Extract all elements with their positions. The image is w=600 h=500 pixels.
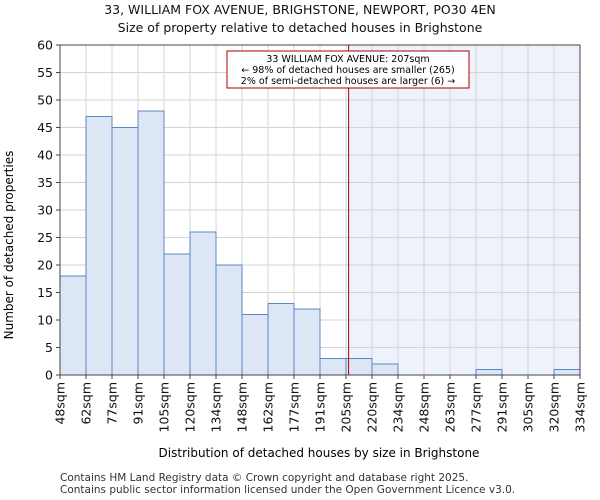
y-tick-label: 10 <box>37 313 53 328</box>
x-tick-label: 263sqm <box>443 382 458 432</box>
bar <box>163 253 191 376</box>
bar <box>215 264 243 376</box>
x-tick-label: 62sqm <box>79 382 94 425</box>
x-tick-label: 305sqm <box>521 382 536 432</box>
annotation-line-2: ← 98% of detached houses are smaller (26… <box>241 65 454 76</box>
bar <box>241 314 269 376</box>
bar <box>345 358 373 376</box>
y-tick-label: 20 <box>37 258 53 273</box>
x-tick-label: 234sqm <box>391 382 406 432</box>
y-tick-label: 0 <box>45 368 53 383</box>
x-tick-label: 220sqm <box>365 382 380 432</box>
y-tick-label: 60 <box>37 38 53 53</box>
x-tick-label: 277sqm <box>469 382 484 432</box>
bar <box>85 116 113 376</box>
x-tick-label: 320sqm <box>547 382 562 432</box>
x-tick-label: 248sqm <box>417 382 432 432</box>
x-tick-label: 120sqm <box>183 382 198 432</box>
x-tick-label: 48sqm <box>53 382 68 425</box>
y-axis-label: Number of detached properties <box>2 151 16 340</box>
annotation-line-3: 2% of semi-detached houses are larger (6… <box>241 76 455 87</box>
x-tick-label: 91sqm <box>131 382 146 425</box>
x-tick-label: 191sqm <box>313 382 328 432</box>
y-tick-label: 55 <box>37 65 53 80</box>
chart-title: 33, WILLIAM FOX AVENUE, BRIGHSTONE, NEWP… <box>104 2 496 17</box>
bar <box>371 363 399 376</box>
x-tick-label: 105sqm <box>157 382 172 432</box>
chart-subtitle: Size of property relative to detached ho… <box>117 20 483 35</box>
y-tick-label: 5 <box>45 340 53 355</box>
x-tick-label: 162sqm <box>261 382 276 432</box>
bar <box>137 110 165 376</box>
y-tick-labels: 0 5 10 15 20 25 30 35 40 45 50 55 60 <box>37 38 60 383</box>
bars <box>59 110 581 376</box>
footer-line-1: Contains HM Land Registry data © Crown c… <box>60 472 469 484</box>
bar <box>553 369 581 376</box>
x-tick-label: 134sqm <box>209 382 224 432</box>
x-tick-label: 334sqm <box>573 382 588 432</box>
bar <box>319 358 347 376</box>
histogram-chart: 0 5 10 15 20 25 30 35 40 45 50 55 60 48sqm 62sqm 77sqm… <box>2 38 588 461</box>
bar <box>293 308 321 376</box>
bar <box>111 127 139 376</box>
annotation-box: 33 WILLIAM FOX AVENUE: 207sqm ← 98% of d… <box>226 50 470 89</box>
x-tick-label: 291sqm <box>495 382 510 432</box>
x-tick-label: 177sqm <box>287 382 302 432</box>
y-tick-label: 45 <box>37 120 53 135</box>
bar <box>59 275 87 376</box>
x-axis-label: Distribution of detached houses by size … <box>159 446 480 460</box>
y-tick-label: 30 <box>37 203 53 218</box>
x-tick-label: 205sqm <box>339 382 354 432</box>
footer-line-2: Contains public sector information licen… <box>60 484 516 496</box>
y-tick-label: 15 <box>37 285 53 300</box>
x-tick-labels: 48sqm 62sqm 77sqm 91sqm 105sqm 120sqm 134sqm 14… <box>53 375 588 432</box>
y-tick-label: 40 <box>37 148 53 163</box>
x-tick-label: 77sqm <box>105 382 120 425</box>
y-tick-label: 35 <box>37 175 53 190</box>
y-tick-label: 50 <box>37 93 53 108</box>
annotation-line-1: 33 WILLIAM FOX AVENUE: 207sqm <box>266 54 429 65</box>
y-tick-label: 25 <box>37 230 53 245</box>
bar <box>189 231 217 376</box>
bar <box>475 369 503 376</box>
x-tick-label: 148sqm <box>235 382 250 432</box>
bar <box>267 303 295 376</box>
